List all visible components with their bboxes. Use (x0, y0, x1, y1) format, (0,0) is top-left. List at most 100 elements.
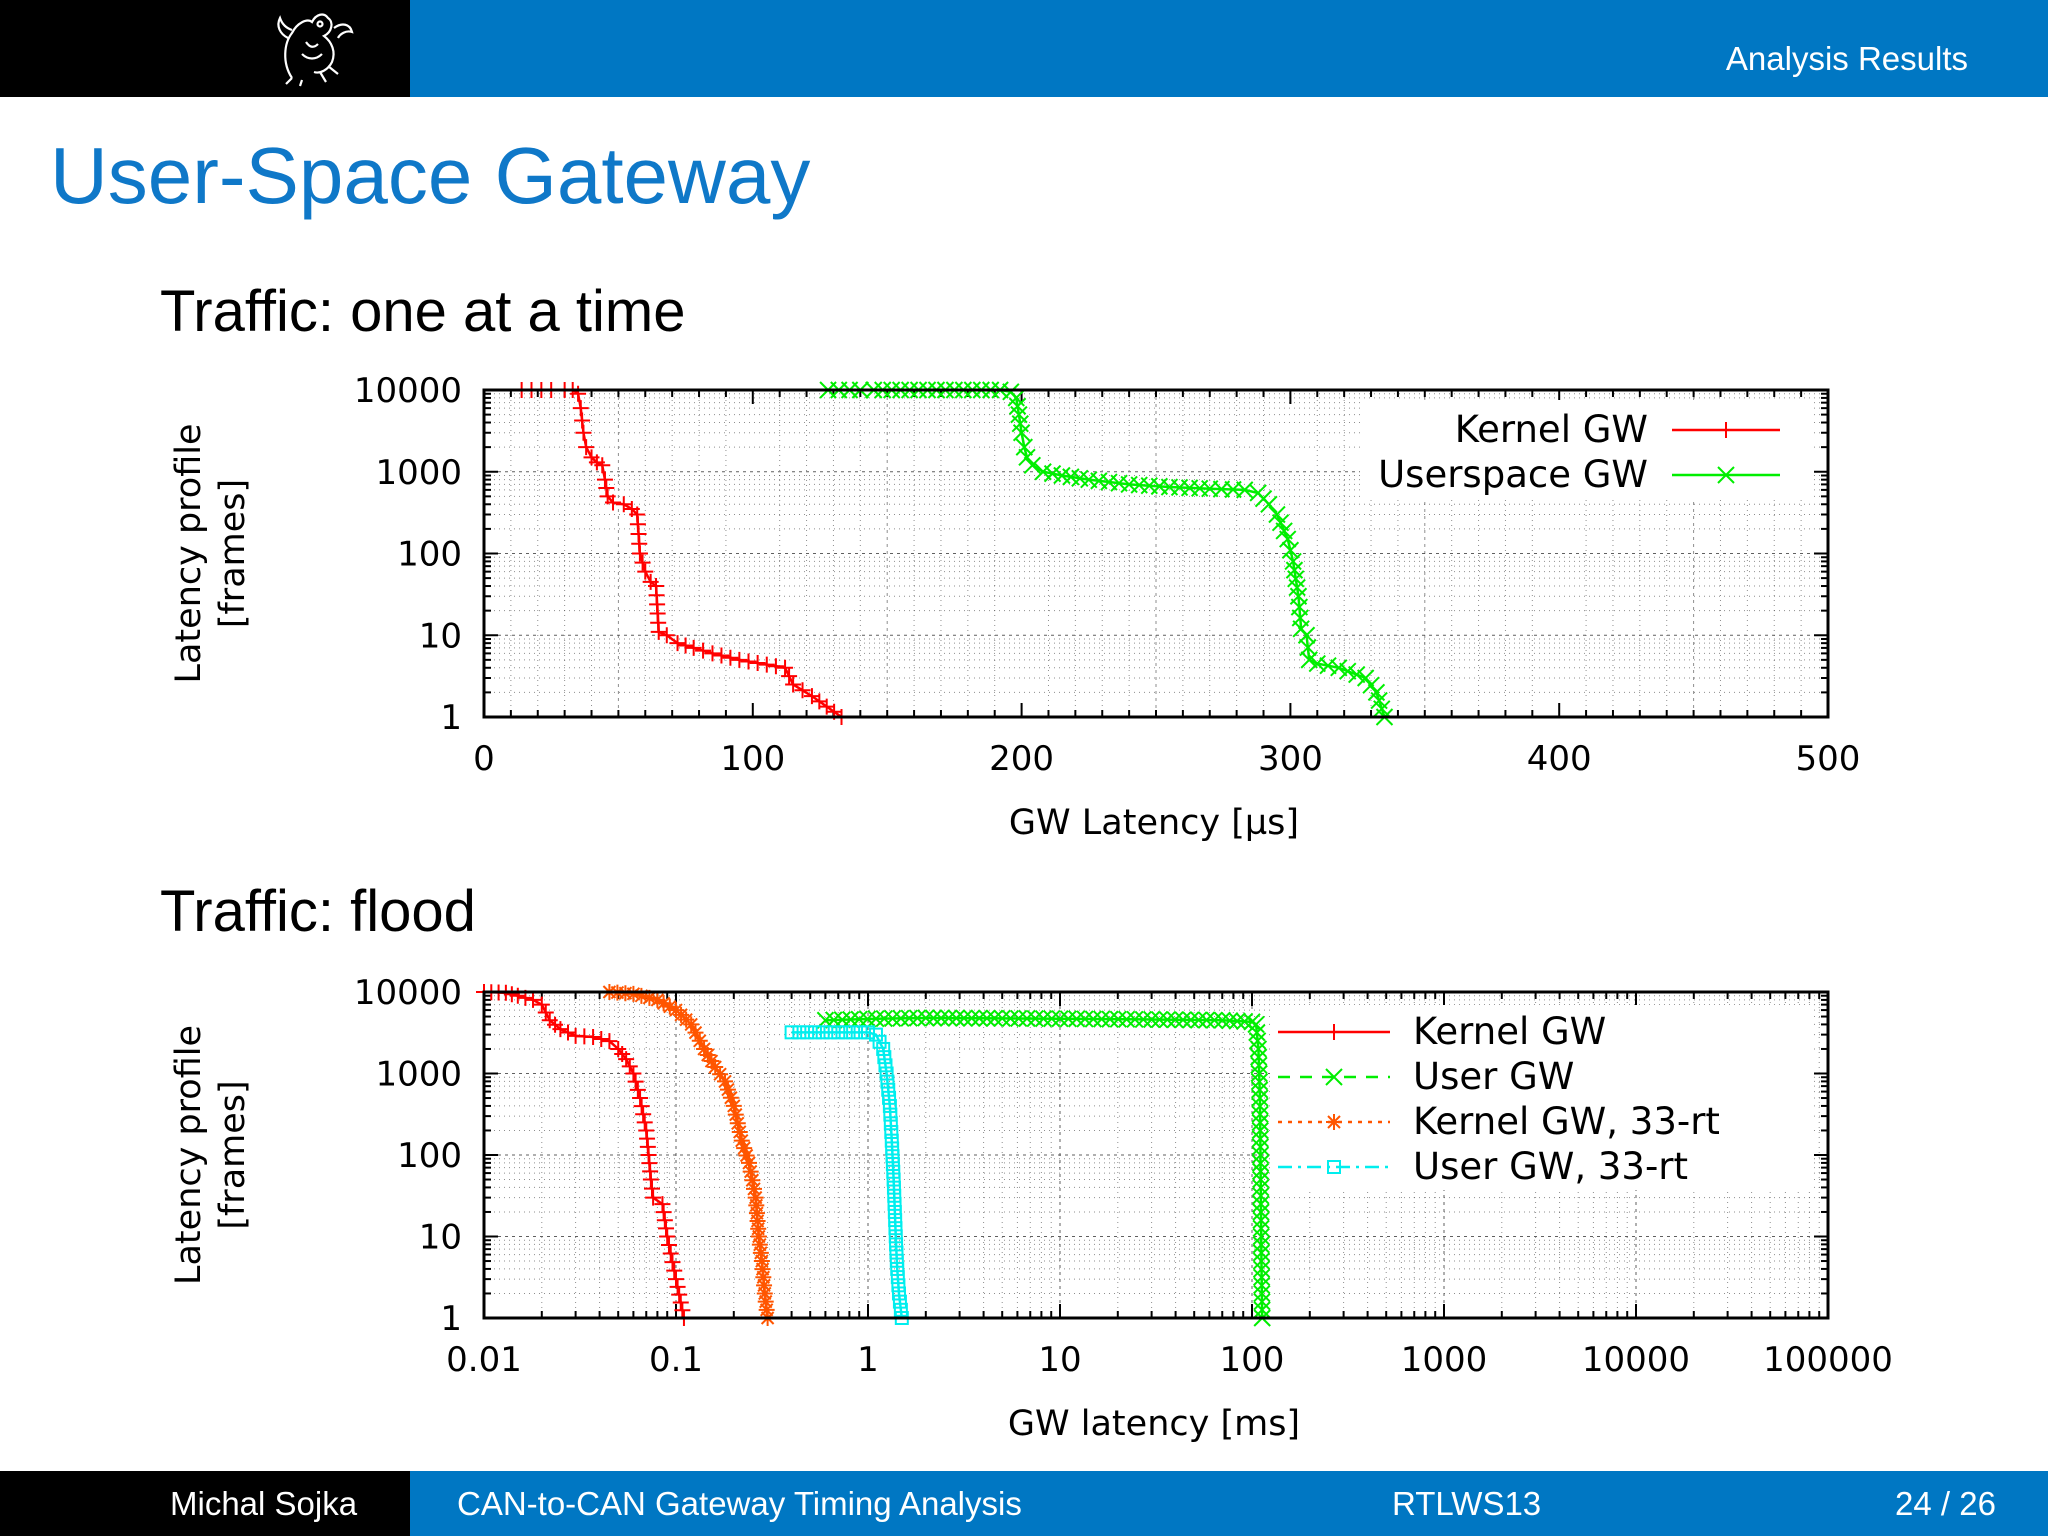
data-point (831, 1025, 846, 1040)
data-point (1251, 1138, 1270, 1156)
data-point (1252, 1195, 1270, 1213)
data-point (932, 1009, 950, 1027)
data-point (888, 1213, 903, 1228)
data-point (884, 1124, 899, 1139)
x-tick-label: 0 (473, 739, 495, 779)
data-point (572, 400, 589, 417)
data-point (815, 1025, 830, 1040)
data-point (1248, 1032, 1267, 1050)
data-point (659, 1228, 676, 1245)
data-point (1252, 1268, 1271, 1287)
data-point (891, 1286, 906, 1301)
data-point (1249, 1040, 1268, 1058)
data-point (1251, 1105, 1269, 1124)
data-point (725, 1097, 742, 1114)
data-point (1362, 676, 1380, 694)
series-user-gw-33-rt (784, 1025, 909, 1325)
footer-left-bar (0, 1471, 410, 1536)
x-tick-label: 10 (1038, 1340, 1081, 1380)
data-point (1251, 1146, 1270, 1164)
data-point (888, 1229, 903, 1244)
data-point (574, 412, 591, 429)
data-point (1026, 1009, 1044, 1028)
data-point (753, 1253, 770, 1270)
data-point (880, 1074, 895, 1089)
data-point (1326, 1114, 1342, 1130)
data-point (755, 1269, 772, 1286)
data-point (758, 1301, 775, 1318)
data-point (823, 1025, 838, 1040)
data-point (1213, 1011, 1231, 1029)
data-point (637, 563, 654, 580)
data-point (1142, 1010, 1161, 1029)
data-point (838, 1025, 853, 1040)
data-point (712, 1066, 729, 1083)
data-point (881, 1082, 896, 1097)
data-point (1251, 1097, 1269, 1115)
data-point (1228, 1012, 1246, 1030)
data-point (666, 1262, 683, 1279)
data-point (578, 439, 595, 456)
data-point (962, 1009, 981, 1027)
x-tick-label: 1000 (1401, 1340, 1488, 1380)
data-point (627, 1073, 644, 1090)
y-tick-label: 1 (440, 1299, 462, 1339)
data-point (634, 554, 651, 571)
data-point (1252, 1227, 1270, 1246)
data-point (892, 1294, 907, 1309)
data-point (890, 1261, 905, 1276)
data-point (1251, 1162, 1270, 1181)
data-point (1023, 456, 1042, 474)
data-point (749, 655, 766, 672)
university-lion-logo-icon (277, 13, 354, 87)
y-tick-label: 100 (397, 1136, 462, 1176)
x-axis-label: GW Latency [µs] (1009, 803, 1299, 843)
data-point (691, 1032, 708, 1049)
data-point (841, 1010, 860, 1029)
data-point (654, 1196, 671, 1213)
data-point (886, 1180, 901, 1195)
data-point (1252, 1178, 1270, 1197)
data-point (615, 496, 632, 513)
data-point (868, 1027, 883, 1042)
data-point (618, 1051, 635, 1068)
subheading-one-at-a-time: Traffic: one at a time (160, 279, 686, 344)
data-point (668, 1271, 684, 1288)
data-point (641, 989, 658, 1006)
data-point (633, 987, 650, 1004)
data-point (1250, 1056, 1268, 1075)
data-point (746, 1180, 763, 1197)
data-point (1250, 1081, 1269, 1099)
data-point (751, 1236, 768, 1253)
legend-label: User GW (1413, 1055, 1574, 1098)
data-point (1308, 654, 1326, 673)
data-point (879, 1066, 894, 1081)
y-axis-label: Latency profile [frames] (169, 423, 253, 683)
data-point (1001, 1009, 1020, 1028)
data-point (877, 1050, 892, 1065)
data-point (1117, 1010, 1136, 1028)
data-point (625, 985, 642, 1002)
data-point (1197, 1011, 1216, 1029)
data-point (1250, 1064, 1268, 1083)
legend-label: Kernel GW (1455, 408, 1648, 451)
footer-bar (410, 1471, 2048, 1536)
data-point (1251, 1170, 1270, 1189)
data-point (1252, 1219, 1270, 1238)
data-point (695, 642, 712, 659)
data-point (677, 637, 694, 654)
data-point (900, 1009, 918, 1027)
data-point (1059, 1010, 1078, 1028)
data-point (1252, 1236, 1271, 1254)
legend-label: Userspace GW (1378, 453, 1648, 496)
data-point (1092, 1010, 1111, 1028)
data-point (1190, 1011, 1208, 1029)
data-point (656, 1212, 673, 1229)
data-point (575, 424, 592, 441)
plot-frame (482, 388, 1830, 719)
data-point (1166, 1011, 1184, 1029)
data-point (1252, 1244, 1271, 1262)
data-point (1249, 1048, 1268, 1066)
data-point (883, 1116, 898, 1131)
header-bar (410, 0, 2048, 97)
